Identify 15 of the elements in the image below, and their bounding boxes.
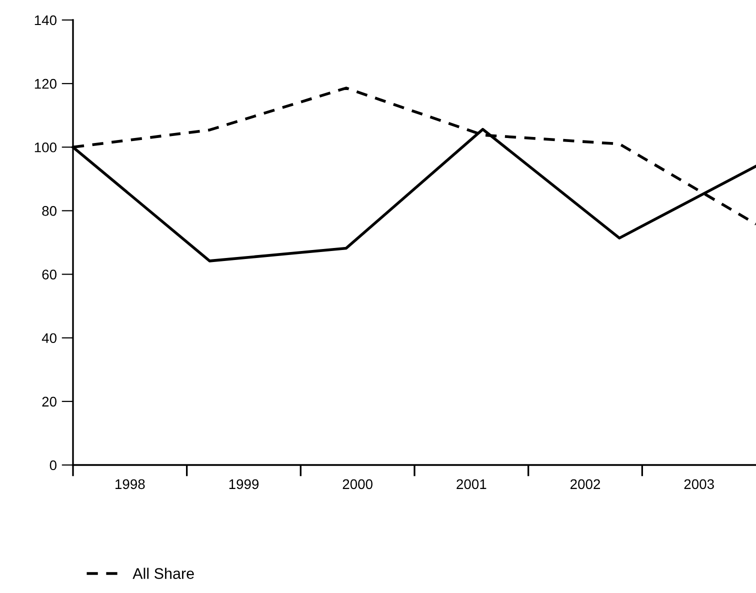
x-tick-label: 2003: [684, 479, 714, 490]
y-tick-label: 60: [42, 270, 56, 280]
x-tick-label: 2001: [456, 479, 486, 490]
x-tick-label: 2000: [342, 479, 372, 490]
y-tick-label: 120: [34, 78, 56, 89]
y-tick-label: 20: [42, 396, 56, 407]
y-tick-label: 80: [42, 206, 56, 216]
y-tick-label: 40: [42, 333, 56, 344]
legend-label: All Share: [132, 568, 194, 579]
x-tick-label: 1998: [116, 479, 145, 490]
y-tick-label: 140: [34, 15, 56, 26]
x-tick-label: 2002: [570, 479, 600, 490]
y-tick-label: 100: [34, 142, 56, 152]
x-tick-label: 1999: [229, 479, 259, 490]
y-tick-label: 0: [50, 460, 56, 470]
